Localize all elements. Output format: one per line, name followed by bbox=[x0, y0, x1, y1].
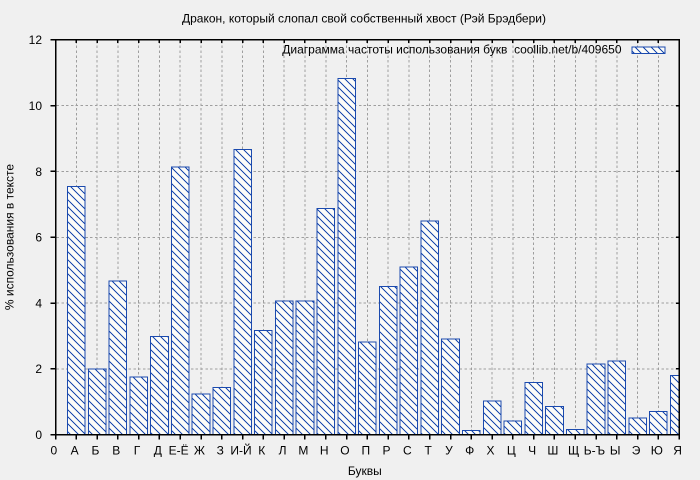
svg-text:У: У bbox=[445, 444, 453, 458]
svg-text:Ж: Ж bbox=[194, 444, 205, 458]
svg-text:Н: Н bbox=[320, 444, 329, 458]
svg-text:Е-Ё: Е-Ё bbox=[169, 444, 189, 458]
svg-text:З: З bbox=[217, 444, 224, 458]
svg-text:Ь-Ъ: Ь-Ъ bbox=[584, 444, 605, 458]
svg-text:Я: Я bbox=[673, 444, 682, 458]
svg-text:6: 6 bbox=[35, 231, 42, 245]
svg-text:Ы: Ы bbox=[610, 444, 621, 458]
svg-text:М: М bbox=[298, 444, 308, 458]
svg-text:4: 4 bbox=[35, 296, 42, 310]
svg-text:Г: Г bbox=[134, 444, 141, 458]
svg-text:Б: Б bbox=[92, 444, 100, 458]
svg-text:Ч: Ч bbox=[528, 444, 536, 458]
svg-text:8: 8 bbox=[35, 165, 42, 179]
svg-text:Л: Л bbox=[279, 444, 287, 458]
svg-text:0: 0 bbox=[51, 444, 58, 458]
svg-text:В: В bbox=[112, 444, 120, 458]
svg-text:Буквы: Буквы bbox=[348, 464, 382, 478]
svg-text:А: А bbox=[71, 444, 79, 458]
svg-text:С: С bbox=[403, 444, 412, 458]
svg-text:Ю: Ю bbox=[651, 444, 663, 458]
svg-text:2: 2 bbox=[35, 362, 42, 376]
svg-text:К: К bbox=[258, 444, 265, 458]
svg-text:Э: Э bbox=[632, 444, 641, 458]
svg-text:Ц: Ц bbox=[507, 444, 516, 458]
svg-text:12: 12 bbox=[29, 33, 43, 47]
svg-text:% использования в тексте: % использования в тексте bbox=[3, 164, 17, 310]
svg-text:П: П bbox=[361, 444, 370, 458]
svg-text:Д: Д bbox=[154, 444, 162, 458]
svg-text:10: 10 bbox=[29, 99, 43, 113]
svg-text:Т: Т bbox=[424, 444, 432, 458]
svg-text:Х: Х bbox=[486, 444, 494, 458]
svg-text:О: О bbox=[340, 444, 349, 458]
svg-text:Щ: Щ bbox=[568, 444, 579, 458]
svg-text:0: 0 bbox=[35, 428, 42, 442]
svg-text:И-Й: И-Й bbox=[230, 443, 251, 458]
svg-text:Ф: Ф bbox=[465, 444, 474, 458]
svg-text:Р: Р bbox=[383, 444, 391, 458]
svg-text:Дракон, который слопал свой со: Дракон, который слопал свой собственный … bbox=[182, 12, 546, 26]
svg-text:Диаграмма частоты использовани: Диаграмма частоты использования букв coo… bbox=[282, 42, 622, 56]
svg-text:Ш: Ш bbox=[547, 444, 558, 458]
